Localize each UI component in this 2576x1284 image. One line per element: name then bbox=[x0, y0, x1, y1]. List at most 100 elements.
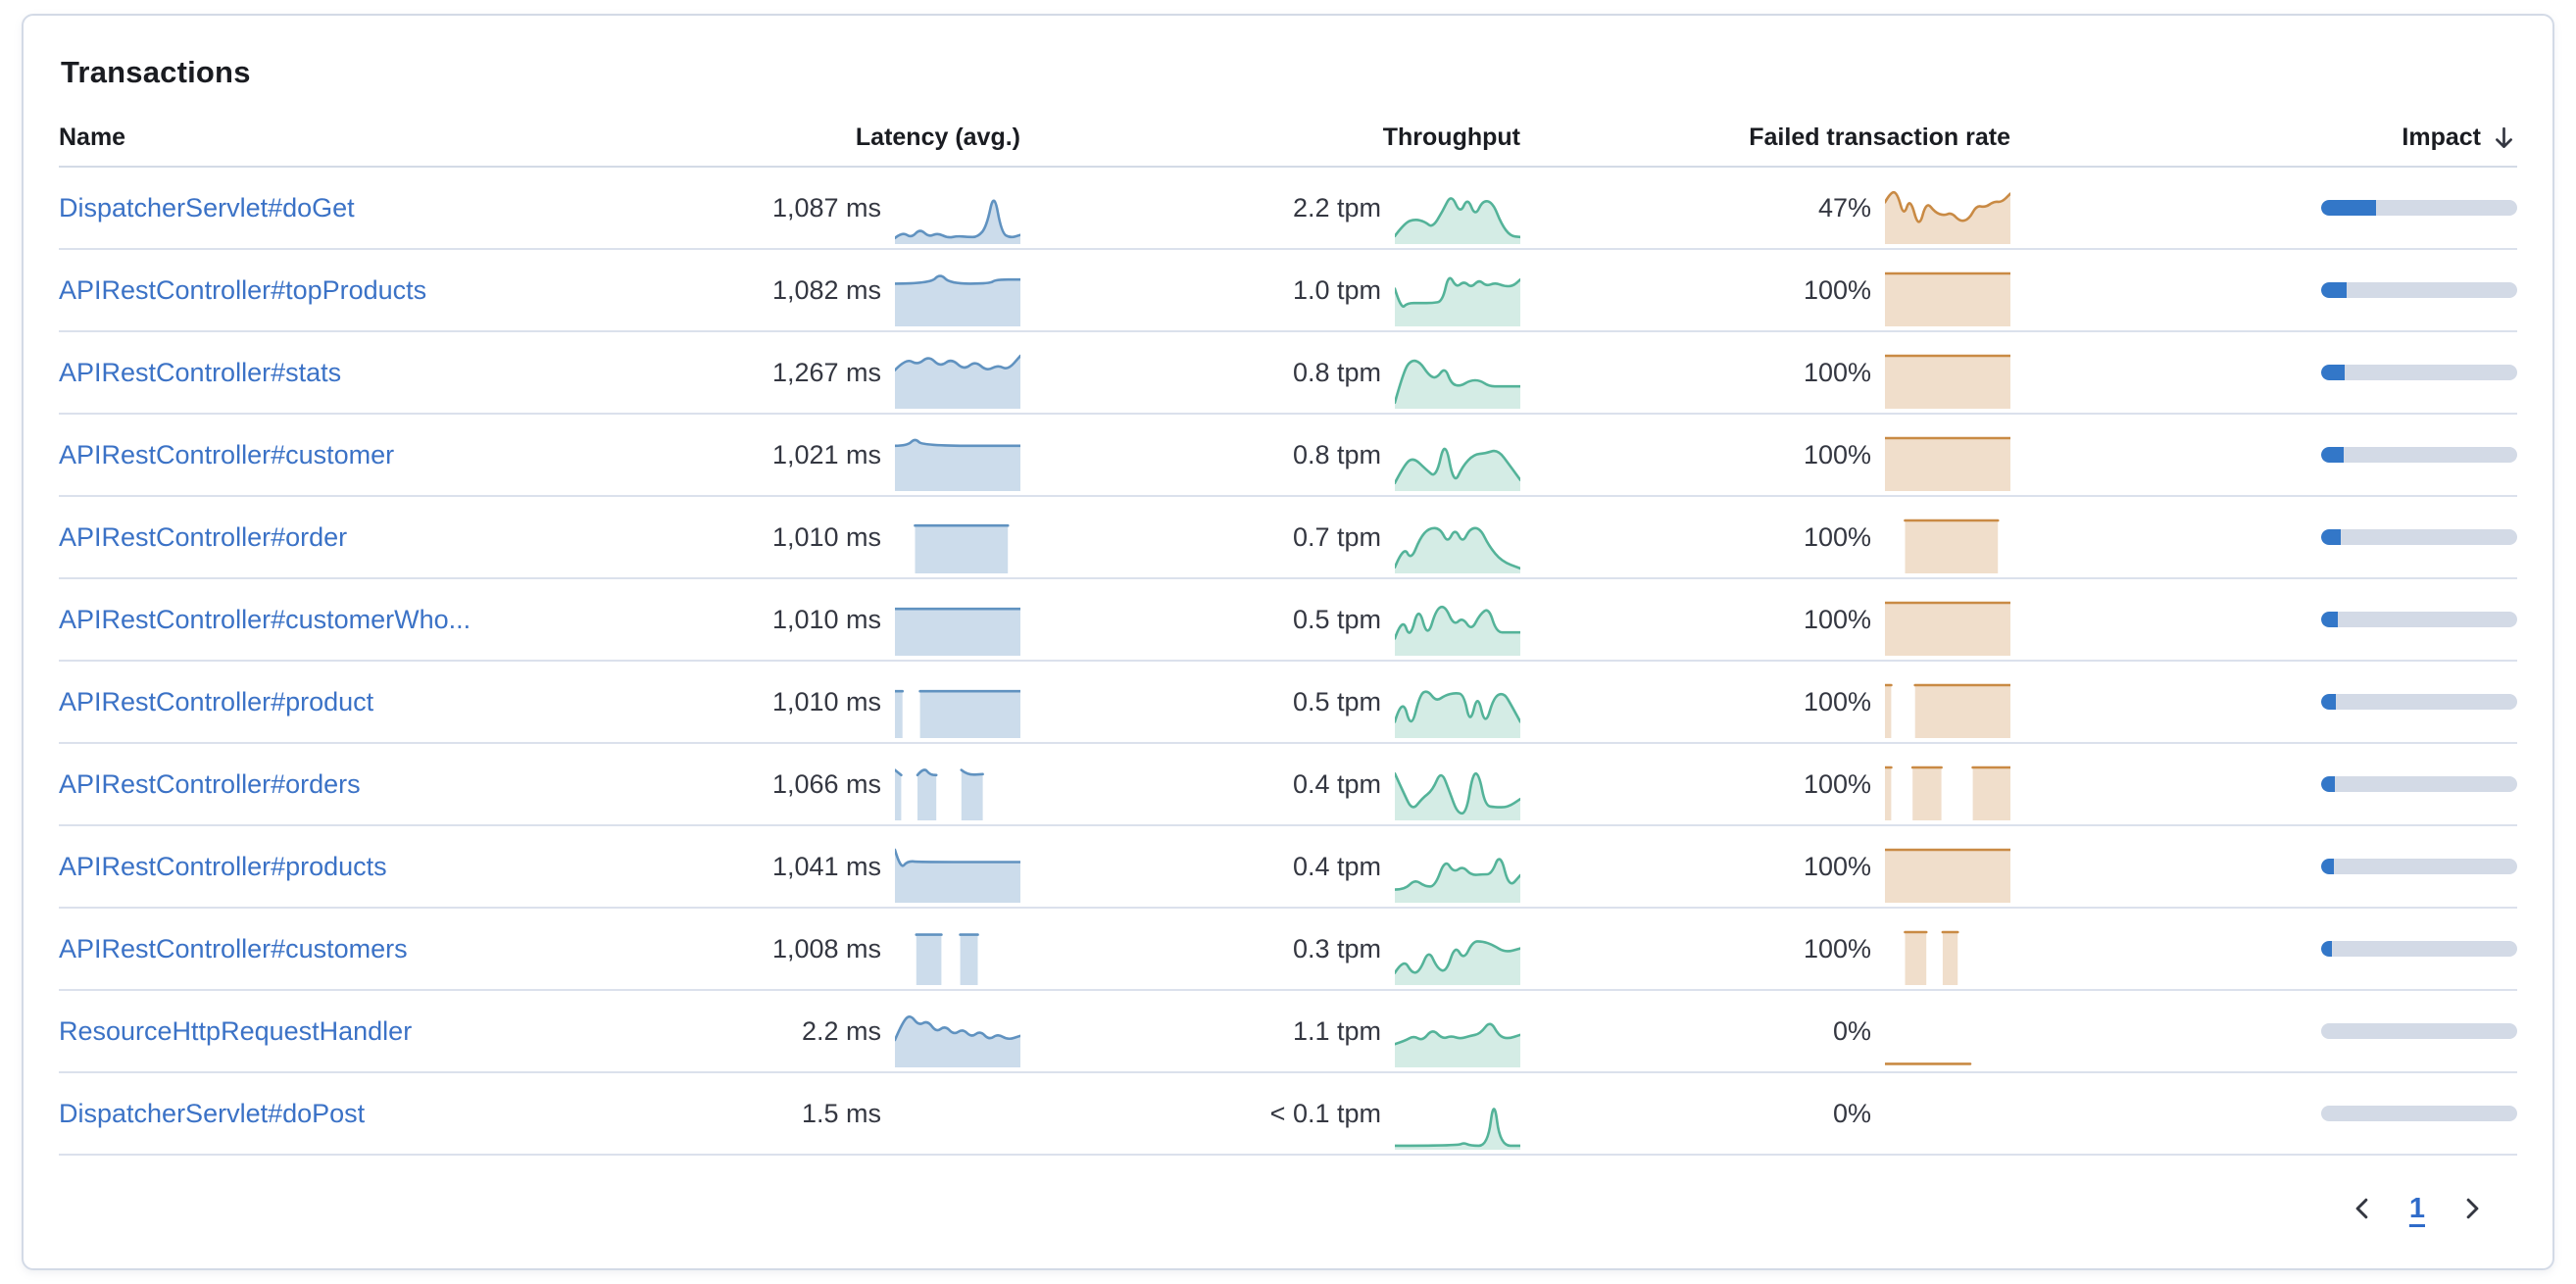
throughput-cell: 2.2 tpm bbox=[1020, 168, 1520, 248]
failed-value: 100% bbox=[1803, 686, 1871, 716]
table-row: APIRestController#customerWho... 1,010 ms… bbox=[59, 579, 2517, 662]
throughput-value: 0.7 tpm bbox=[1292, 521, 1381, 552]
latency-cell: 1,021 ms bbox=[668, 415, 1020, 495]
throughput-cell: 0.7 tpm bbox=[1020, 497, 1520, 577]
failed-sparkline bbox=[1871, 436, 2010, 491]
transaction-link[interactable]: APIRestController#topProducts bbox=[59, 274, 427, 305]
latency-sparkline bbox=[881, 848, 1020, 903]
impact-bar bbox=[2321, 941, 2517, 957]
transaction-name-cell: APIRestController#order bbox=[59, 522, 668, 553]
impact-bar-fill bbox=[2321, 200, 2376, 216]
table-row: DispatcherServlet#doGet 1,087 ms 2.2 tpm 47… bbox=[59, 168, 2517, 250]
impact-cell bbox=[2010, 612, 2517, 627]
next-page-button[interactable] bbox=[2454, 1191, 2490, 1226]
transaction-link[interactable]: APIRestController#order bbox=[59, 521, 348, 552]
impact-cell bbox=[2010, 365, 2517, 380]
impact-bar-fill bbox=[2321, 776, 2335, 792]
throughput-sparkline bbox=[1381, 436, 1520, 491]
throughput-value: 0.4 tpm bbox=[1292, 768, 1381, 799]
impact-bar bbox=[2321, 612, 2517, 627]
impact-bar-fill bbox=[2321, 282, 2347, 298]
throughput-value: 2.2 tpm bbox=[1292, 192, 1381, 222]
transaction-link[interactable]: ResourceHttpRequestHandler bbox=[59, 1015, 413, 1046]
impact-cell bbox=[2010, 529, 2517, 545]
throughput-cell: 0.5 tpm bbox=[1020, 579, 1520, 660]
transaction-link[interactable]: APIRestController#products bbox=[59, 851, 387, 881]
throughput-sparkline bbox=[1381, 272, 1520, 326]
latency-value: 1,021 ms bbox=[771, 439, 881, 469]
column-header-throughput[interactable]: Throughput bbox=[1382, 123, 1520, 151]
transaction-name-cell: APIRestController#products bbox=[59, 852, 668, 882]
throughput-cell: 1.1 tpm bbox=[1020, 991, 1520, 1071]
latency-cell: 1,082 ms bbox=[668, 250, 1020, 330]
transaction-name-cell: DispatcherServlet#doPost bbox=[59, 1099, 668, 1129]
impact-cell bbox=[2010, 694, 2517, 710]
transaction-name-cell: APIRestController#customers bbox=[59, 934, 668, 964]
failed-value: 0% bbox=[1832, 1015, 1871, 1046]
transactions-card: Transactions Name Latency (avg.) Through… bbox=[22, 14, 2554, 1270]
failed-value: 100% bbox=[1803, 521, 1871, 552]
table-body: DispatcherServlet#doGet 1,087 ms 2.2 tpm 47… bbox=[59, 168, 2517, 1156]
transaction-name-cell: APIRestController#orders bbox=[59, 769, 668, 800]
throughput-sparkline bbox=[1381, 354, 1520, 409]
column-header-failed-rate[interactable]: Failed transaction rate bbox=[1749, 123, 2010, 151]
latency-sparkline bbox=[881, 272, 1020, 326]
impact-cell bbox=[2010, 1106, 2517, 1121]
column-header-name[interactable]: Name bbox=[59, 123, 126, 151]
throughput-value: 0.8 tpm bbox=[1292, 357, 1381, 387]
latency-value: 1,008 ms bbox=[771, 933, 881, 963]
transaction-link[interactable]: APIRestController#customer bbox=[59, 439, 395, 469]
transaction-name-cell: APIRestController#product bbox=[59, 687, 668, 717]
failed-cell: 100% bbox=[1520, 662, 2010, 742]
latency-value: 1,087 ms bbox=[771, 192, 881, 222]
throughput-cell: 0.3 tpm bbox=[1020, 909, 1520, 989]
impact-cell bbox=[2010, 200, 2517, 216]
impact-bar-fill bbox=[2321, 365, 2345, 380]
impact-bar bbox=[2321, 1023, 2517, 1039]
failed-value: 0% bbox=[1832, 1098, 1871, 1128]
transaction-link[interactable]: DispatcherServlet#doGet bbox=[59, 192, 355, 222]
table-row: APIRestController#topProducts 1,082 ms 1.0… bbox=[59, 250, 2517, 332]
page-number-1[interactable]: 1 bbox=[2408, 1192, 2425, 1224]
failed-cell: 100% bbox=[1520, 579, 2010, 660]
failed-value: 100% bbox=[1803, 357, 1871, 387]
failed-cell: 100% bbox=[1520, 744, 2010, 824]
transaction-link[interactable]: APIRestController#customers bbox=[59, 933, 408, 963]
column-header-latency[interactable]: Latency (avg.) bbox=[855, 123, 1020, 151]
transaction-link[interactable]: APIRestController#orders bbox=[59, 768, 361, 799]
throughput-sparkline bbox=[1381, 848, 1520, 903]
latency-value: 1,082 ms bbox=[771, 274, 881, 305]
throughput-value: 0.5 tpm bbox=[1292, 604, 1381, 634]
impact-bar-fill bbox=[2321, 941, 2332, 957]
failed-value: 100% bbox=[1803, 768, 1871, 799]
table-row: APIRestController#customer 1,021 ms 0.8 tp… bbox=[59, 415, 2517, 497]
column-header-impact[interactable]: Impact bbox=[2010, 123, 2517, 152]
transaction-name-cell: ResourceHttpRequestHandler bbox=[59, 1016, 668, 1047]
throughput-value: 1.1 tpm bbox=[1292, 1015, 1381, 1046]
latency-sparkline bbox=[881, 519, 1020, 573]
impact-bar bbox=[2321, 529, 2517, 545]
transaction-link[interactable]: APIRestController#product bbox=[59, 686, 374, 716]
failed-sparkline bbox=[1871, 601, 2010, 656]
latency-cell: 1,010 ms bbox=[668, 579, 1020, 660]
impact-bar bbox=[2321, 1106, 2517, 1121]
failed-cell: 100% bbox=[1520, 909, 2010, 989]
impact-bar bbox=[2321, 859, 2517, 874]
failed-cell: 47% bbox=[1520, 168, 2010, 248]
latency-value: 2.2 ms bbox=[801, 1015, 881, 1046]
table-row: APIRestController#product 1,010 ms 0.5 tpm… bbox=[59, 662, 2517, 744]
transaction-name-cell: DispatcherServlet#doGet bbox=[59, 193, 668, 223]
previous-page-button[interactable] bbox=[2345, 1191, 2380, 1226]
throughput-sparkline bbox=[1381, 765, 1520, 820]
latency-sparkline bbox=[881, 930, 1020, 985]
throughput-sparkline bbox=[1381, 601, 1520, 656]
table-row: APIRestController#order 1,010 ms 0.7 tpm 10… bbox=[59, 497, 2517, 579]
transaction-link[interactable]: APIRestController#customerWho... bbox=[59, 604, 471, 634]
latency-cell: 1,087 ms bbox=[668, 168, 1020, 248]
failed-sparkline bbox=[1871, 1095, 2010, 1150]
latency-value: 1,066 ms bbox=[771, 768, 881, 799]
transaction-link[interactable]: DispatcherServlet#doPost bbox=[59, 1098, 366, 1128]
transaction-name-cell: APIRestController#topProducts bbox=[59, 275, 668, 306]
transaction-link[interactable]: APIRestController#stats bbox=[59, 357, 342, 387]
failed-sparkline bbox=[1871, 1012, 2010, 1067]
